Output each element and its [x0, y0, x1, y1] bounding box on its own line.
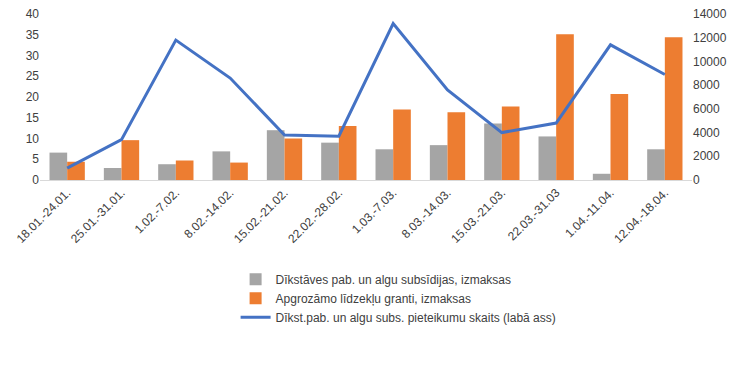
- svg-text:15: 15: [26, 111, 40, 125]
- svg-text:5: 5: [32, 152, 39, 166]
- svg-text:6000: 6000: [693, 102, 720, 116]
- svg-text:1.03.-7.03.: 1.03.-7.03.: [349, 186, 399, 236]
- svg-text:35: 35: [26, 28, 40, 42]
- svg-text:18.01.-24.01.: 18.01.-24.01.: [14, 186, 74, 246]
- svg-text:15.02.-21.02.: 15.02.-21.02.: [231, 186, 291, 246]
- svg-text:Dīkstāves pab. un algu subsīdi: Dīkstāves pab. un algu subsīdijas, izmak…: [276, 273, 511, 287]
- svg-text:22.02.-28.02.: 22.02.-28.02.: [285, 186, 345, 246]
- svg-text:30: 30: [26, 49, 40, 63]
- svg-text:Dīkst.pab. un algu subs. piete: Dīkst.pab. un algu subs. pieteikumu skai…: [276, 311, 556, 325]
- svg-text:2000: 2000: [693, 149, 720, 163]
- svg-text:40: 40: [26, 7, 40, 21]
- svg-text:8.03.-14.03.: 8.03.-14.03.: [399, 186, 454, 241]
- svg-text:20: 20: [26, 90, 40, 104]
- svg-text:25.01.-31.01.: 25.01.-31.01.: [68, 186, 128, 246]
- svg-text:22.03.-31.03: 22.03.-31.03: [505, 186, 563, 244]
- svg-text:12.04.-18.04.: 12.04.-18.04.: [611, 186, 671, 246]
- svg-text:4000: 4000: [693, 126, 720, 140]
- svg-text:0: 0: [32, 173, 39, 187]
- svg-text:15.03.-21.03.: 15.03.-21.03.: [448, 186, 508, 246]
- svg-text:12000: 12000: [693, 31, 727, 45]
- svg-text:10000: 10000: [693, 55, 727, 69]
- svg-text:25: 25: [26, 69, 40, 83]
- svg-text:8000: 8000: [693, 78, 720, 92]
- svg-text:1.02.-7.02.: 1.02.-7.02.: [132, 186, 182, 236]
- svg-text:Apgrozāmo līdzekļu granti, izm: Apgrozāmo līdzekļu granti, izmaksas: [276, 292, 471, 306]
- svg-text:0: 0: [693, 173, 700, 187]
- svg-text:1.04.-11.04.: 1.04.-11.04.: [562, 186, 617, 241]
- svg-text:8.02.-14.02.: 8.02.-14.02.: [181, 186, 236, 241]
- svg-text:10: 10: [26, 132, 40, 146]
- svg-text:14000: 14000: [693, 7, 727, 21]
